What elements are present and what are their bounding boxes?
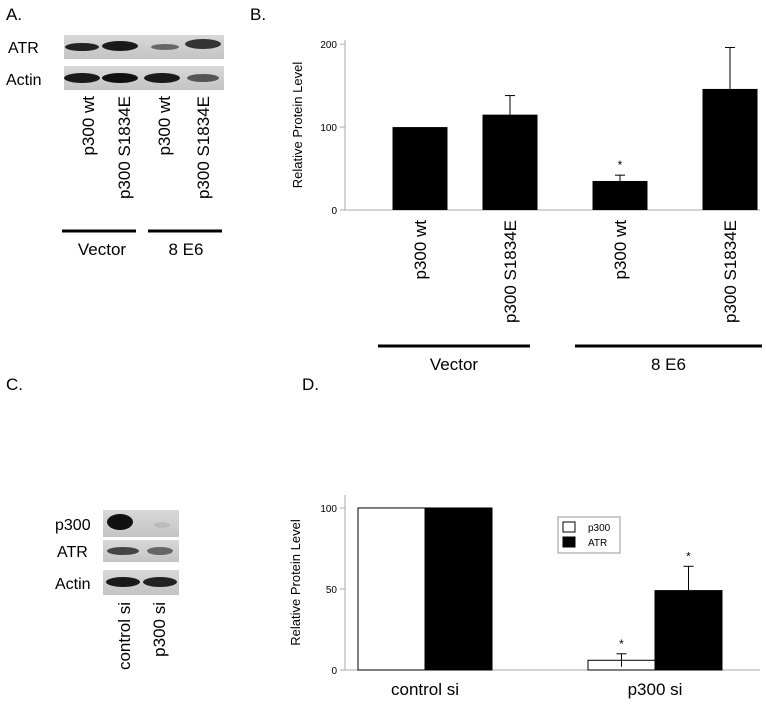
- lane-label: p300 si: [150, 602, 169, 657]
- bar: [592, 180, 648, 210]
- lane-label: p300 S1834E: [194, 96, 213, 199]
- blot-row-label: ATR: [57, 544, 88, 561]
- blot-row-label: p300: [55, 517, 91, 534]
- blot-row-label: ATR: [8, 40, 39, 57]
- bar: [357, 507, 426, 671]
- y-axis-label: Relative Protein Level: [288, 519, 303, 646]
- x-tick-label: p300 S1834E: [501, 220, 520, 323]
- x-tick-label: p300 S1834E: [721, 220, 740, 323]
- y-tick-label: 200: [320, 40, 337, 51]
- bar: [702, 88, 758, 210]
- bar: [392, 127, 448, 210]
- legend-swatch: [562, 521, 576, 533]
- legend-swatch: [562, 536, 576, 548]
- y-tick-label: 100: [320, 123, 337, 134]
- group-label: Vector: [78, 240, 127, 259]
- y-tick-label: 100: [320, 504, 337, 515]
- bar: [424, 507, 493, 671]
- panel-label: D.: [302, 375, 319, 394]
- legend-label: ATR: [588, 538, 607, 549]
- annotation: *: [686, 549, 691, 563]
- annotation: *: [619, 637, 624, 651]
- blot-c: [103, 510, 179, 595]
- y-tick-label: 50: [326, 585, 338, 596]
- group-label: 8 E6: [651, 355, 686, 374]
- panel-label: B.: [250, 5, 266, 24]
- x-tick-label: control si: [391, 680, 459, 699]
- blot-row-label: Actin: [55, 576, 91, 593]
- x-tick-label: p300 wt: [611, 220, 630, 280]
- lane-label: control si: [115, 602, 134, 670]
- x-tick-label: p300 si: [628, 680, 683, 699]
- panel-label: C.: [6, 375, 23, 394]
- x-tick-label: p300 wt: [411, 220, 430, 280]
- group-label: Vector: [430, 355, 479, 374]
- bar: [482, 114, 538, 210]
- legend-label: p300: [588, 523, 611, 534]
- lane-label: p300 wt: [155, 96, 174, 156]
- panel-label: A.: [6, 5, 22, 24]
- blot-row-label: Actin: [6, 72, 42, 89]
- y-axis-label: Relative Protein Level: [290, 62, 305, 189]
- blot-a: [62, 35, 224, 233]
- group-label: 8 E6: [169, 240, 204, 259]
- lane-label: p300 wt: [79, 96, 98, 156]
- lane-label: p300 S1834E: [115, 96, 134, 199]
- annotation: *: [618, 158, 623, 172]
- y-tick-label: 0: [331, 206, 337, 217]
- y-tick-label: 0: [331, 666, 337, 677]
